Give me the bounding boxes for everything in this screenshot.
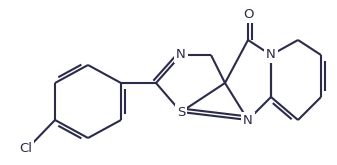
- Text: S: S: [177, 105, 185, 118]
- Text: N: N: [243, 114, 253, 127]
- Text: N: N: [266, 49, 276, 62]
- Text: O: O: [243, 9, 253, 21]
- Text: Cl: Cl: [20, 142, 32, 154]
- Text: N: N: [176, 49, 186, 62]
